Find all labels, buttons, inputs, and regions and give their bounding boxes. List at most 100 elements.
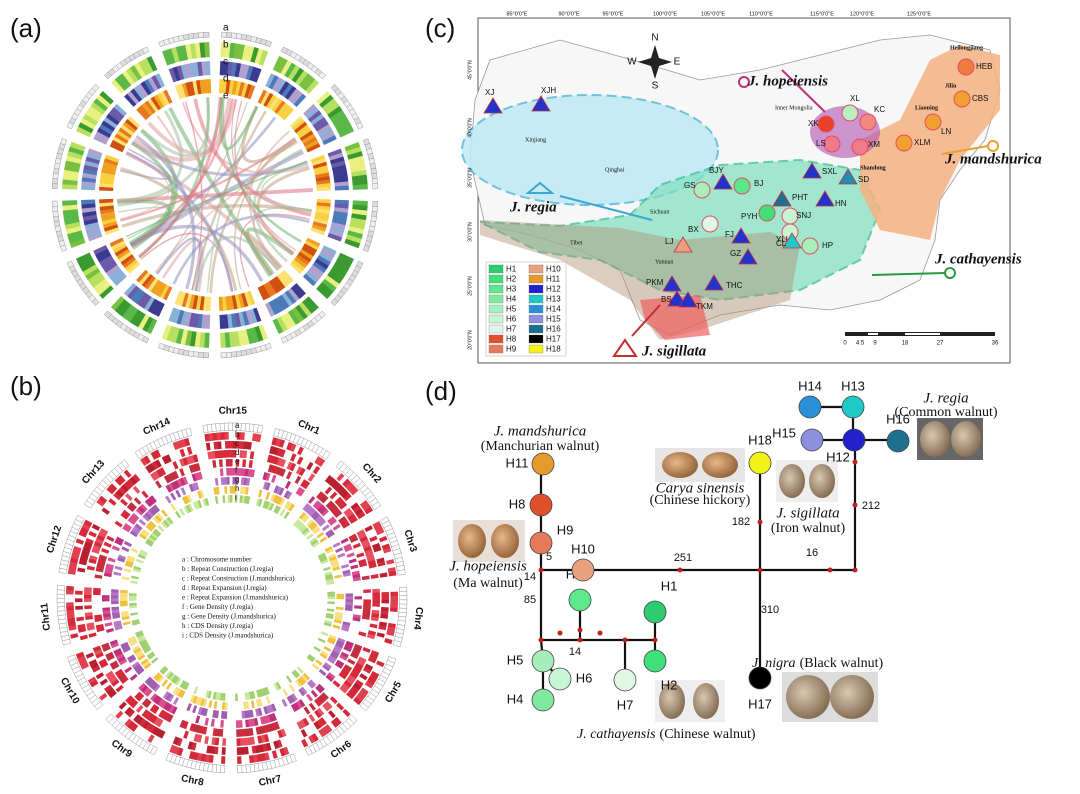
sigillata-marker: [612, 338, 638, 357]
track-segment: [334, 260, 350, 273]
track-segment: [371, 178, 378, 185]
track-segment: [324, 546, 333, 553]
track-segment: [136, 556, 145, 562]
track-segment: [334, 199, 349, 205]
track-segment: [277, 467, 284, 476]
track-segment: [291, 693, 298, 702]
track-segment: [280, 60, 293, 76]
track-segment: [206, 79, 212, 94]
scale-label: 36: [992, 341, 999, 347]
track-segment: [112, 243, 127, 254]
track-segment: [338, 555, 347, 561]
track-segment: [311, 648, 320, 655]
region-label: Yunnan: [655, 259, 673, 265]
track-segment: [82, 264, 98, 276]
track-segment: [314, 515, 323, 523]
track-segment: [384, 638, 393, 645]
track-segment: [311, 700, 319, 709]
track-segment: [172, 441, 180, 450]
track-segment: [140, 294, 152, 309]
track-segment: [301, 246, 316, 257]
track-segment: [295, 304, 308, 320]
track-segment: [320, 650, 329, 657]
track-segment: [297, 127, 312, 139]
track-segment: [183, 740, 190, 749]
track-segment: [147, 98, 159, 113]
track-segment: [158, 511, 166, 519]
haplotype-label: H18: [748, 432, 772, 447]
track-segment: [242, 64, 250, 80]
track-segment: [192, 295, 199, 310]
track-segment: [88, 558, 97, 564]
track-segment: [114, 133, 129, 144]
track-label: b: [223, 40, 229, 51]
track-segment: [312, 465, 321, 475]
track-segment: [120, 610, 129, 615]
track-segment: [140, 730, 148, 739]
compass-label: E: [674, 57, 681, 68]
track-segment: [334, 118, 350, 130]
track-segment: [293, 702, 301, 711]
track-segment: [327, 477, 336, 486]
track-segment: [179, 468, 186, 477]
track-segment: [150, 279, 162, 294]
track-segment: [133, 311, 146, 328]
network-vertex: [557, 630, 563, 636]
network-vertex: [827, 567, 833, 573]
track-segment: [309, 523, 318, 531]
track-segment: [202, 498, 207, 507]
track-segment: [84, 587, 92, 592]
track-segment: [202, 698, 208, 707]
track-segment: [105, 627, 115, 633]
track-segment: [285, 675, 293, 684]
track-segment: [282, 746, 290, 756]
track-segment: [150, 96, 162, 111]
track-segment: [138, 639, 147, 645]
track-segment: [323, 526, 332, 534]
track-segment: [311, 712, 319, 721]
track-segment: [338, 252, 354, 264]
track-segment: [328, 556, 337, 562]
track-segment: [152, 694, 160, 703]
track-segment: [62, 208, 79, 216]
track-segment: [142, 528, 150, 536]
track-segment: [170, 685, 177, 693]
track-segment: [333, 470, 342, 479]
track-segment: [237, 756, 242, 764]
track-segment: [158, 342, 166, 350]
track-segment: [65, 155, 82, 164]
track-segment: [323, 690, 332, 698]
track-segment: [202, 689, 208, 698]
track-segment: [353, 682, 362, 691]
track-segment: [321, 484, 330, 493]
track-segment: [239, 450, 244, 458]
track-segment: [332, 566, 341, 572]
track-segment: [277, 729, 284, 739]
track-segment: [82, 666, 91, 674]
track-segment: [112, 614, 121, 619]
track-segment: [150, 656, 159, 664]
track-segment: [333, 482, 342, 491]
track-segment: [122, 573, 131, 578]
track-segment: [372, 183, 379, 190]
track-segment: [281, 509, 288, 518]
track-segment: [359, 535, 368, 543]
track-segment: [107, 557, 116, 563]
track-segment: [262, 687, 268, 696]
track-segment: [131, 661, 140, 669]
site-label: XK: [808, 119, 819, 128]
track-segment: [326, 551, 335, 557]
track-segment: [198, 716, 204, 725]
track-segment: [336, 122, 352, 134]
track-segment: [343, 680, 352, 688]
track-segment: [354, 602, 362, 607]
track-segment: [298, 664, 306, 672]
track-segment: [325, 641, 334, 648]
species-common: (Chinese walnut): [660, 727, 756, 742]
track-segment: [290, 494, 298, 503]
track-segment: [310, 650, 319, 657]
track-segment: [103, 684, 113, 693]
track-segment: [319, 506, 327, 515]
track-segment: [175, 45, 185, 62]
track-segment: [188, 713, 195, 722]
